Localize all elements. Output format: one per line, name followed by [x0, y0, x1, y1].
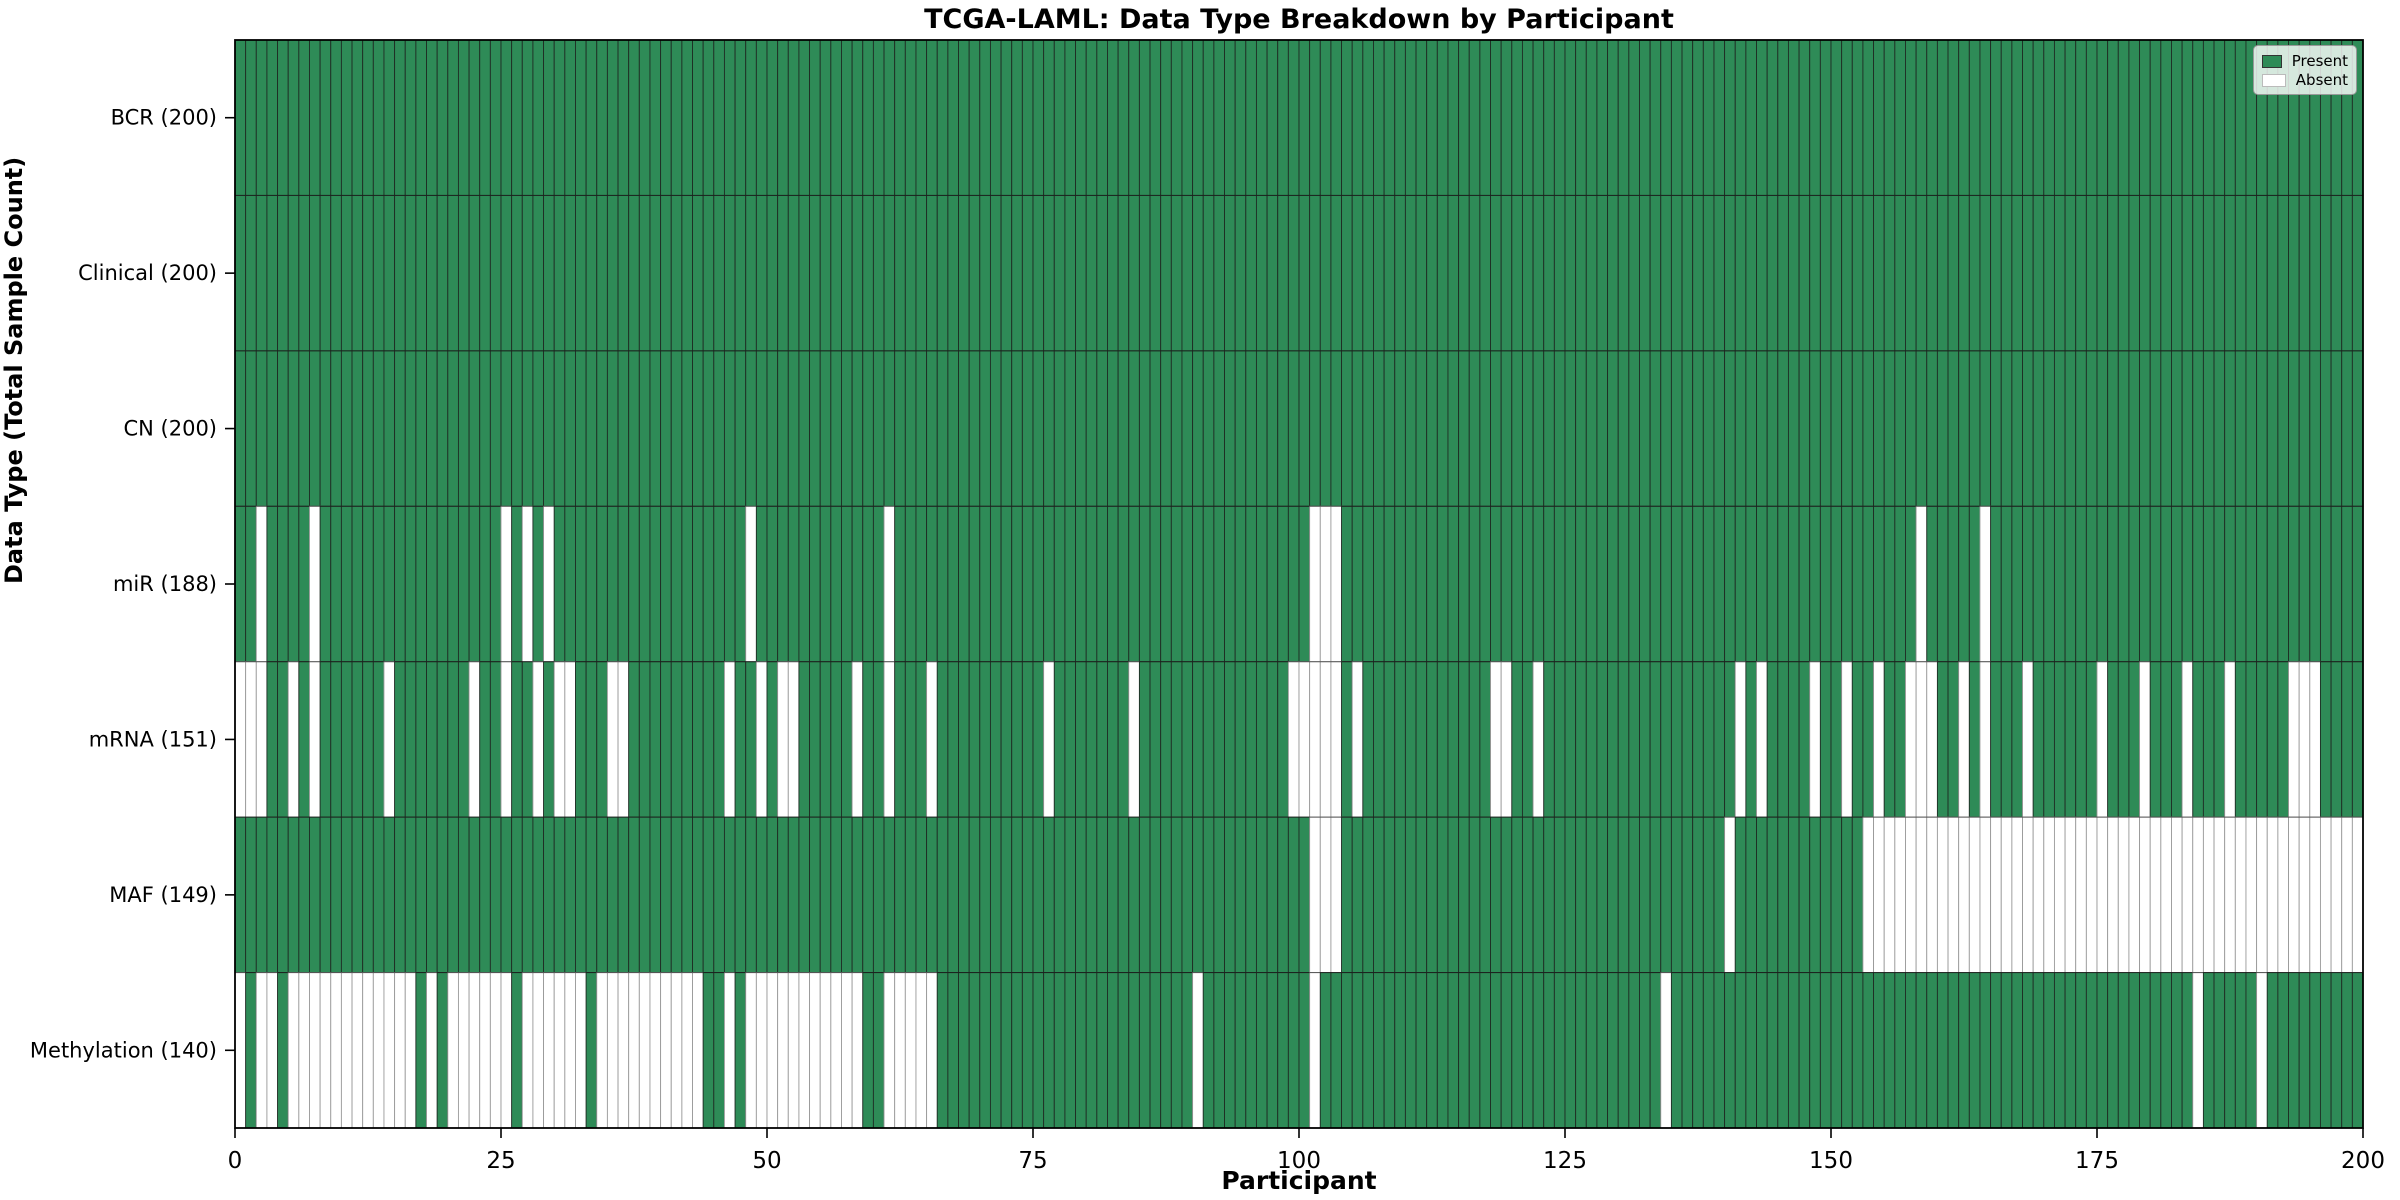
y-tick-label-BCR: BCR (200) — [111, 106, 217, 130]
legend-entry-absent: Absent — [2262, 71, 2348, 90]
x-axis-label: Participant — [1221, 1166, 1377, 1195]
x-tick-label: 25 — [486, 1148, 515, 1174]
x-tick-label: 100 — [1277, 1148, 1321, 1174]
legend-absent-label: Absent — [2295, 71, 2348, 89]
heatmap-row-CN — [234, 350, 2364, 507]
x-tick-label: 75 — [1018, 1148, 1047, 1174]
heatmap-row-Methylation — [234, 972, 2364, 1129]
y-tick-label-Clinical: Clinical (200) — [78, 261, 217, 285]
heatmap-row-miR — [234, 505, 2364, 663]
x-tick-label: 175 — [2075, 1148, 2119, 1174]
y-tick-label-miR: miR (188) — [113, 572, 217, 596]
heatmap-row-mRNA — [234, 661, 2364, 818]
legend: Present Absent — [2253, 45, 2357, 95]
legend-present-label: Present — [2291, 52, 2348, 70]
y-tick-label-CN: CN (200) — [123, 417, 217, 441]
x-tick-label: 125 — [1543, 1148, 1587, 1174]
heatmap-row-MAF — [234, 816, 2364, 974]
legend-entry-present: Present — [2262, 52, 2348, 71]
y-tick-label-MAF: MAF (149) — [109, 883, 217, 907]
x-tick-label: 50 — [752, 1148, 781, 1174]
absent-swatch-icon — [2262, 74, 2286, 87]
y-tick-label-mRNA: mRNA (151) — [89, 727, 217, 751]
heatmap-row-Clinical — [234, 194, 2364, 352]
heatmap-row-BCR — [234, 39, 2364, 196]
chart-title: TCGA-LAML: Data Type Breakdown by Partic… — [924, 4, 1674, 35]
y-axis-label: Data Type (Total Sample Count) — [0, 156, 28, 584]
y-tick-label-Methylation: Methylation (140) — [30, 1038, 217, 1062]
present-swatch-icon — [2262, 55, 2282, 68]
x-tick-label: 200 — [2341, 1148, 2385, 1174]
x-tick-label: 0 — [228, 1148, 243, 1174]
x-tick-label: 150 — [1809, 1148, 1853, 1174]
